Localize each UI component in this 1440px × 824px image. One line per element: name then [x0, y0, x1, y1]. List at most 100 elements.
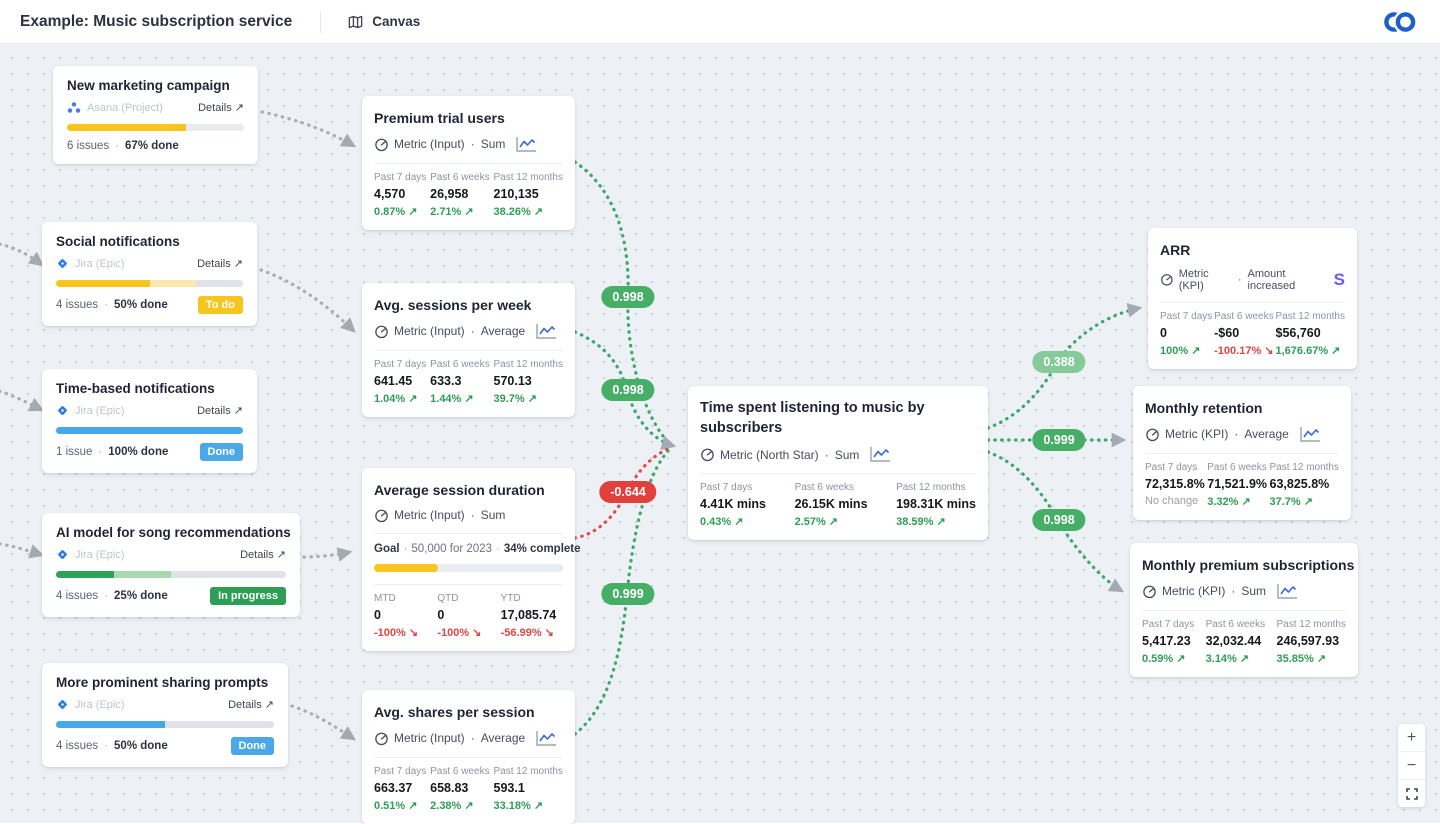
stat-value: 26.15K mins	[794, 497, 868, 512]
separator-dot: ·	[1231, 584, 1236, 599]
jira-icon	[58, 550, 67, 559]
stat-delta: 1.44% ↗	[430, 392, 474, 405]
details-link[interactable]: Details ↗	[197, 258, 243, 270]
progress-bar	[56, 721, 274, 728]
stat-label: YTD	[500, 592, 521, 604]
percent-done: 25% done	[114, 590, 168, 602]
stat-column: Past 12 months 246,597.93 35.85% ↗	[1277, 619, 1346, 665]
stat-column: MTD 0 -100% ↘	[374, 593, 436, 639]
metric-aggregation: Average	[480, 324, 526, 339]
correlation-badge[interactable]: -0.644	[599, 481, 657, 503]
metric-card-monthly-retention[interactable]: Monthly retention Metric (KPI) · Average…	[1133, 386, 1351, 520]
stat-label: Past 6 weeks	[430, 358, 490, 370]
metric-card-avg-shares-per-session[interactable]: Avg. shares per session Metric (Input) ·…	[362, 690, 575, 824]
zoom-in-button[interactable]: +	[1398, 724, 1425, 751]
work-card-title: More prominent sharing prompts	[56, 675, 269, 690]
stat-delta: 2.71% ↗	[430, 205, 474, 218]
zoom-out-button[interactable]: −	[1398, 751, 1425, 779]
stat-value: 32,032.44	[1205, 633, 1262, 648]
stat-value: 0	[374, 607, 381, 622]
stat-column: Past 12 months 198.31K mins 38.59% ↗	[896, 482, 976, 528]
metric-aggregation: Average	[1244, 427, 1289, 442]
stat-label: Past 6 weeks	[430, 171, 490, 183]
correlation-badge[interactable]: 0.999	[1032, 429, 1086, 451]
stat-column: YTD 17,085.74 -56.99% ↘	[501, 593, 563, 639]
work-card-new-marketing-campaign[interactable]: New marketing campaign Asana (Project) D…	[53, 66, 258, 164]
line-chart-icon[interactable]	[869, 446, 891, 463]
work-card-sharing-prompts[interactable]: More prominent sharing prompts Jira (Epi…	[42, 663, 288, 767]
line-chart-icon[interactable]	[1299, 426, 1321, 443]
stat-column: Past 6 weeks 26,958 2.71% ↗	[430, 172, 489, 218]
work-card-source: Jira (Epic)	[75, 698, 125, 711]
separator-dot: ·	[470, 324, 475, 339]
edge-session-duration-to-northstar	[573, 447, 670, 540]
stat-label: Past 7 days	[1160, 310, 1213, 322]
metric-aggregation: Sum	[1241, 584, 1267, 599]
details-link[interactable]: Details ↗	[198, 102, 244, 114]
stat-value: 0	[437, 607, 445, 622]
work-card-ai-model[interactable]: AI model for song recommendations Jira (…	[42, 513, 300, 617]
work-card-social-notifications[interactable]: Social notifications Jira (Epic) Details…	[42, 222, 257, 326]
fit-screen-button[interactable]	[1398, 779, 1425, 807]
metric-aggregation: Amount increased	[1247, 267, 1296, 292]
edge-ai-model-to-session-duration	[302, 547, 353, 562]
line-chart-icon[interactable]	[535, 730, 557, 747]
metric-title: ARR	[1160, 242, 1191, 258]
correlation-badge[interactable]: 0.388	[1032, 351, 1086, 373]
metric-type: Metric (KPI)	[1162, 584, 1226, 599]
correlation-badge[interactable]: 0.999	[601, 583, 655, 605]
line-chart-icon[interactable]	[1276, 583, 1298, 600]
stat-column: Past 12 months 570.13 39.7% ↗	[494, 359, 563, 405]
work-card-time-based-notifications[interactable]: Time-based notifications Jira (Epic) Det…	[42, 369, 257, 473]
goal-target: 50,000 for 2023	[411, 542, 492, 555]
metric-card-average-session-duration[interactable]: Average session duration Metric (Input) …	[362, 468, 581, 651]
correlation-badge[interactable]: 0.998	[601, 286, 655, 308]
metric-card-monthly-premium-subscriptions[interactable]: Monthly premium subscriptions Metric (KP…	[1130, 543, 1358, 677]
stat-value: -$60	[1214, 325, 1240, 340]
stat-value: 593.1	[493, 780, 525, 795]
stat-label: Past 6 weeks	[1205, 618, 1266, 630]
metric-card-avg-sessions-per-week[interactable]: Avg. sessions per week Metric (Input) · …	[362, 283, 575, 417]
correlation-badge[interactable]: 0.998	[601, 379, 655, 401]
details-link[interactable]: Details ↗	[228, 699, 274, 711]
stat-label: Past 12 months	[1269, 461, 1339, 473]
edge-social-to-avg-sessions	[259, 268, 356, 333]
stat-delta: -100% ↘	[437, 626, 482, 639]
metric-card-time-spent-listening[interactable]: Time spent listening to music by subscri…	[688, 386, 988, 541]
progress-bar	[56, 571, 286, 578]
stat-value: 246,597.93	[1276, 633, 1340, 648]
stat-label: Past 12 months	[493, 765, 563, 777]
percent-done: 50% done	[114, 740, 168, 752]
separator-dot: ·	[98, 446, 103, 458]
work-card-source: Asana (Project)	[87, 101, 163, 114]
stat-delta: 0.59% ↗	[1142, 652, 1186, 665]
gauge-icon	[1146, 428, 1159, 442]
metric-card-arr[interactable]: ARR Metric (KPI) · Amount increased S Pa…	[1148, 228, 1357, 369]
line-chart-icon[interactable]	[515, 136, 537, 153]
stat-column: Past 7 days 663.37 0.51% ↗	[374, 766, 426, 812]
stat-value: 658.83	[430, 780, 469, 795]
gauge-icon	[375, 509, 388, 523]
metric-aggregation: Sum	[834, 447, 860, 462]
edge-northstar-to-monthly-subscriptions	[986, 450, 1125, 593]
work-card-source: Jira (Epic)	[75, 257, 125, 270]
stat-label: Past 12 months	[1276, 618, 1346, 630]
issue-count: 4 issues	[56, 590, 99, 602]
correlation-badge[interactable]: 0.998	[1032, 509, 1086, 531]
edge-sharing-prompts-to-avg-shares	[290, 704, 357, 741]
separator-dot: ·	[104, 299, 109, 311]
stat-value: 570.13	[493, 373, 532, 388]
details-link[interactable]: Details ↗	[240, 549, 286, 561]
metric-aggregation: Sum	[480, 508, 506, 523]
stat-column: Past 7 days 641.45 1.04% ↗	[374, 359, 426, 405]
details-link[interactable]: Details ↗	[197, 405, 243, 417]
stat-value: 198.31K mins	[896, 497, 976, 512]
canvas-background[interactable]: New marketing campaign Asana (Project) D…	[0, 44, 1440, 824]
metric-type: Metric (Input)	[394, 508, 465, 523]
line-chart-icon[interactable]	[535, 323, 557, 340]
tab-canvas[interactable]: Canvas	[347, 14, 420, 30]
stat-value: 641.45	[374, 373, 413, 388]
gauge-icon	[375, 325, 388, 339]
doubleloop-logo	[1382, 9, 1418, 35]
metric-card-premium-trial-users[interactable]: Premium trial users Metric (Input) · Sum…	[362, 96, 575, 230]
